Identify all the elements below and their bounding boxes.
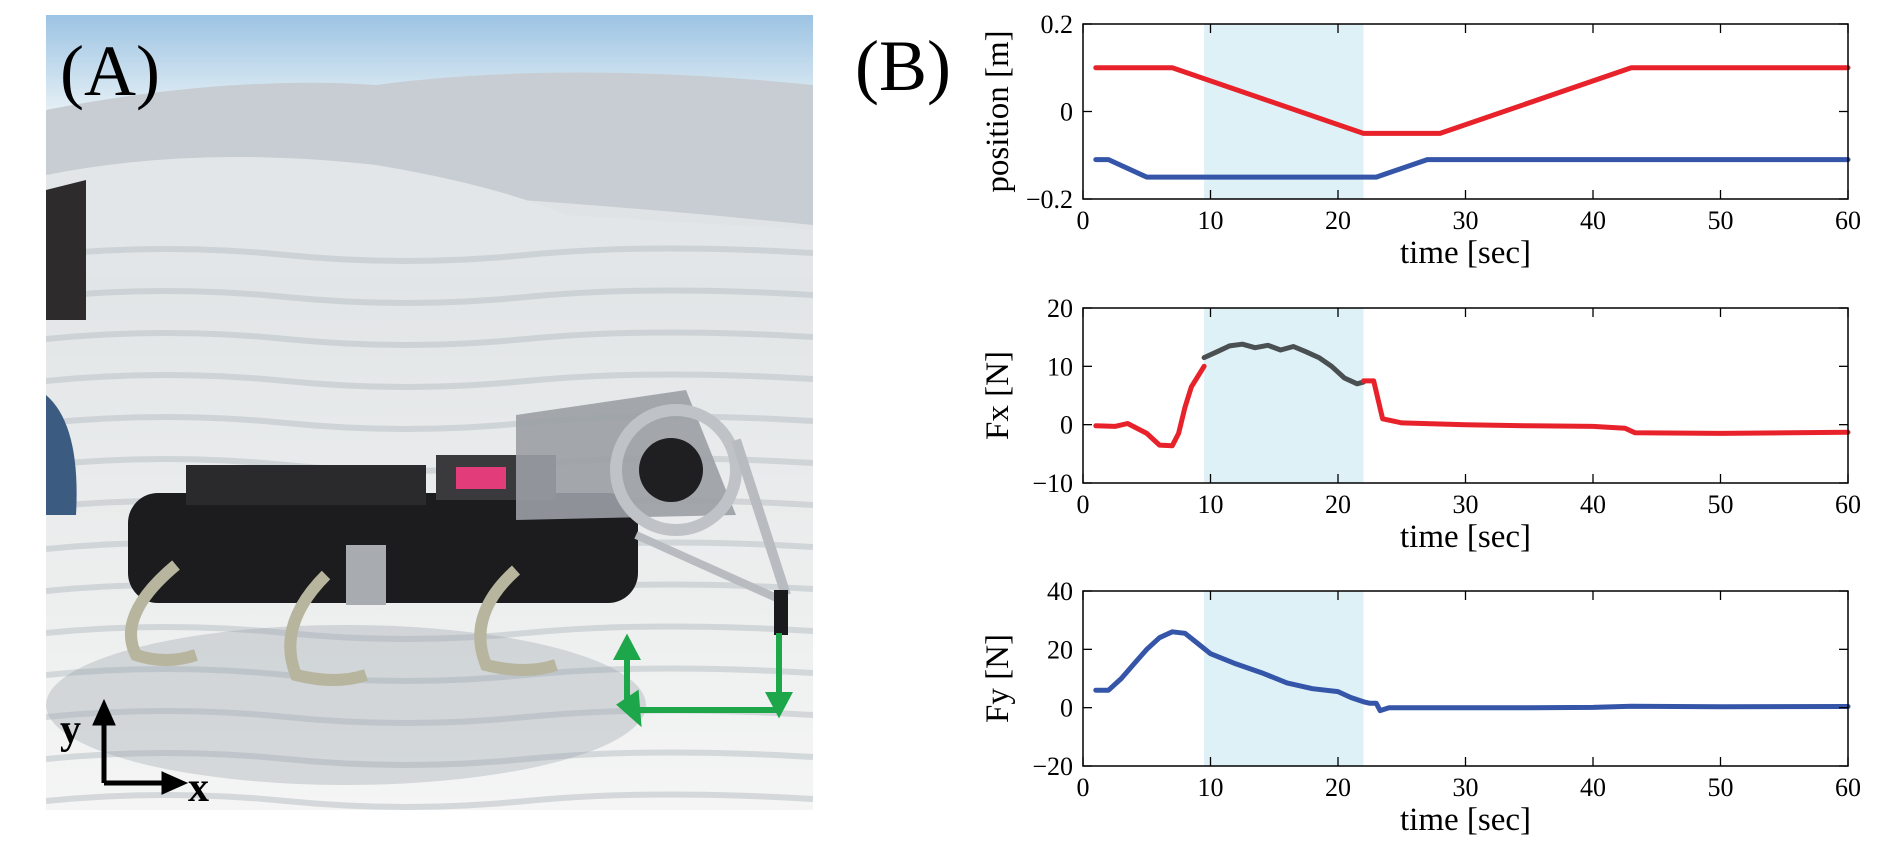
y-tick-label: 0	[1060, 98, 1073, 127]
y-tick-label: 0	[1060, 411, 1073, 440]
x-tick-label: 60	[1835, 206, 1861, 235]
person-foreground	[46, 180, 86, 320]
plot-frame	[1082, 590, 1849, 767]
x-tick-label: 20	[1325, 773, 1351, 802]
photo-x-axis-label: x	[188, 765, 209, 810]
y-tick-label: 10	[1047, 352, 1073, 381]
green-force-arrows	[613, 633, 793, 728]
person-leg	[46, 395, 77, 515]
y-tick-label: −10	[1032, 469, 1073, 498]
plot-frame	[1082, 307, 1849, 484]
x-tick-label: 0	[1077, 206, 1090, 235]
y-tick-label: −0.2	[1026, 185, 1073, 214]
y-axis-label: position [m]	[980, 30, 1016, 192]
robot	[125, 390, 791, 686]
robot-on-dunes-photo: y x (A)	[46, 15, 813, 810]
y-tick-label: 0.2	[1041, 10, 1074, 39]
x-tick-label: 50	[1708, 490, 1734, 519]
x-tick-label: 50	[1708, 773, 1734, 802]
x-tick-label: 0	[1077, 773, 1090, 802]
series-line-3	[1361, 378, 1851, 436]
x-tick-label: 40	[1580, 773, 1606, 802]
x-axis-label: time [sec]	[1400, 235, 1531, 271]
x-tick-label: 60	[1835, 773, 1861, 802]
y-axis-label: Fx [N]	[980, 351, 1016, 440]
x-axis-label: time [sec]	[1400, 519, 1531, 555]
y-tick-label: 40	[1047, 577, 1073, 606]
series-line-1	[1093, 65, 1851, 136]
y-tick-label: 20	[1047, 635, 1073, 664]
series-line-1	[1093, 629, 1851, 714]
panel-b-label: (B)	[855, 26, 951, 106]
robot-photo-panel: y x (A)	[46, 15, 813, 810]
plot-frame	[1082, 23, 1849, 200]
y-tick-label: −20	[1032, 752, 1073, 781]
x-tick-label: 50	[1708, 206, 1734, 235]
x-tick-label: 10	[1198, 490, 1224, 519]
photo-y-axis-label: y	[60, 707, 81, 753]
x-tick-label: 30	[1453, 773, 1479, 802]
x-tick-label: 20	[1325, 206, 1351, 235]
x-tick-label: 10	[1198, 206, 1224, 235]
panel-a-label: (A)	[60, 31, 160, 111]
x-tick-label: 60	[1835, 490, 1861, 519]
shaded-interval	[1204, 24, 1364, 199]
y-tick-label: 20	[1047, 294, 1073, 323]
x-tick-label: 40	[1580, 490, 1606, 519]
series-line-1	[1093, 363, 1207, 449]
y-tick-label: 0	[1060, 694, 1073, 723]
x-tick-label: 0	[1077, 490, 1090, 519]
x-tick-label: 20	[1325, 490, 1351, 519]
photo-axes-arrows	[92, 698, 189, 795]
x-tick-label: 10	[1198, 773, 1224, 802]
x-tick-label: 30	[1453, 206, 1479, 235]
x-tick-label: 40	[1580, 206, 1606, 235]
series-line-2	[1201, 341, 1366, 387]
shaded-interval	[1204, 308, 1364, 483]
x-tick-label: 30	[1453, 490, 1479, 519]
shaded-interval	[1204, 591, 1364, 766]
x-axis-label: time [sec]	[1400, 802, 1531, 838]
series-line-2	[1093, 157, 1851, 180]
y-axis-label: Fy [N]	[980, 634, 1016, 723]
